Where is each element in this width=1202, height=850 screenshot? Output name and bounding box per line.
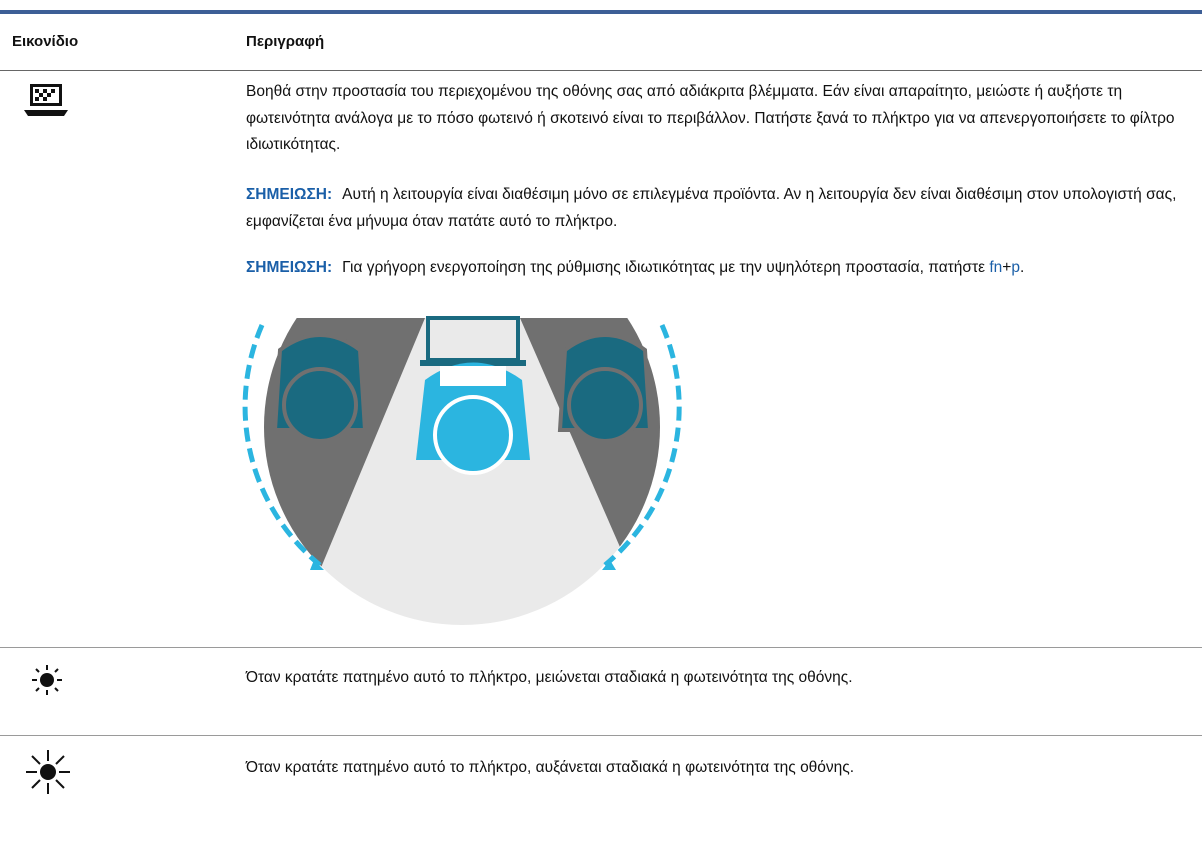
header-rule bbox=[0, 70, 1202, 71]
row-rule bbox=[0, 735, 1202, 736]
brightness-down-icon bbox=[32, 665, 62, 695]
header-description: Περιγραφή bbox=[246, 33, 325, 50]
note-label: ΣΗΜΕΙΩΣΗ: bbox=[246, 186, 333, 203]
row-description: Όταν κρατάτε πατημένο αυτό το πλήκτρο, α… bbox=[246, 759, 855, 776]
row-rule bbox=[0, 647, 1202, 648]
note: ΣΗΜΕΙΩΣΗ: Για γρήγορη ενεργοποίηση της ρύ… bbox=[246, 255, 1191, 282]
key: p bbox=[1011, 259, 1020, 276]
row-description: Όταν κρατάτε πατημένο αυτό το πλήκτρο, μ… bbox=[246, 669, 853, 686]
period: . bbox=[1019, 259, 1025, 276]
key-plus: + bbox=[1002, 259, 1012, 276]
note-text: Αυτή η λειτουργία είναι διαθέσιμη μόνο σ… bbox=[246, 186, 1177, 230]
row-description: Βοηθά στην προστασία του περιεχομένου τη… bbox=[246, 83, 1175, 153]
brightness-up-icon bbox=[26, 750, 70, 794]
privacy-illustration bbox=[242, 316, 682, 625]
note-text: Για γρήγορη ενεργοποίηση της ρύθμισης ιδ… bbox=[342, 259, 986, 276]
header-icon: Εικονίδιο bbox=[12, 33, 79, 50]
note: ΣΗΜΕΙΩΣΗ: Αυτή η λειτουργία είναι διαθέσι… bbox=[246, 182, 1191, 235]
privacy-icon bbox=[24, 84, 68, 116]
top-rule bbox=[0, 10, 1202, 14]
key: fn bbox=[989, 259, 1003, 276]
note-label: ΣΗΜΕΙΩΣΗ: bbox=[246, 259, 333, 276]
